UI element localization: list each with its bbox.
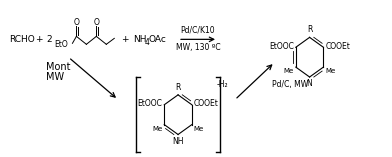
Text: R: R bbox=[307, 25, 312, 34]
Text: COOEt: COOEt bbox=[194, 99, 219, 108]
Text: RCHO: RCHO bbox=[9, 35, 34, 44]
Text: MW: MW bbox=[45, 72, 64, 82]
Text: O: O bbox=[73, 18, 79, 27]
Text: EtOOC: EtOOC bbox=[269, 42, 294, 51]
Text: MW, 130 ºC: MW, 130 ºC bbox=[176, 43, 220, 52]
Text: Me: Me bbox=[152, 126, 162, 132]
Text: EtOOC: EtOOC bbox=[137, 99, 162, 108]
Text: COOEt: COOEt bbox=[325, 42, 350, 51]
Text: Pd/C, MW: Pd/C, MW bbox=[272, 80, 308, 89]
Text: Me: Me bbox=[325, 68, 336, 74]
Text: EtO: EtO bbox=[54, 40, 68, 49]
Text: -H₂: -H₂ bbox=[216, 80, 228, 89]
Text: Mont: Mont bbox=[45, 62, 70, 72]
Text: +: + bbox=[35, 35, 42, 44]
Text: N: N bbox=[307, 79, 312, 88]
Text: NH: NH bbox=[172, 138, 184, 146]
Text: NH: NH bbox=[133, 35, 147, 44]
Text: O: O bbox=[93, 18, 99, 27]
Text: OAc: OAc bbox=[148, 35, 166, 44]
Text: Pd/C/K10: Pd/C/K10 bbox=[181, 26, 215, 35]
Text: 2: 2 bbox=[47, 35, 52, 44]
Text: Me: Me bbox=[194, 126, 204, 132]
Text: Me: Me bbox=[283, 68, 294, 74]
Text: +: + bbox=[122, 35, 129, 44]
Text: 4: 4 bbox=[144, 38, 149, 47]
Text: R: R bbox=[175, 83, 181, 92]
